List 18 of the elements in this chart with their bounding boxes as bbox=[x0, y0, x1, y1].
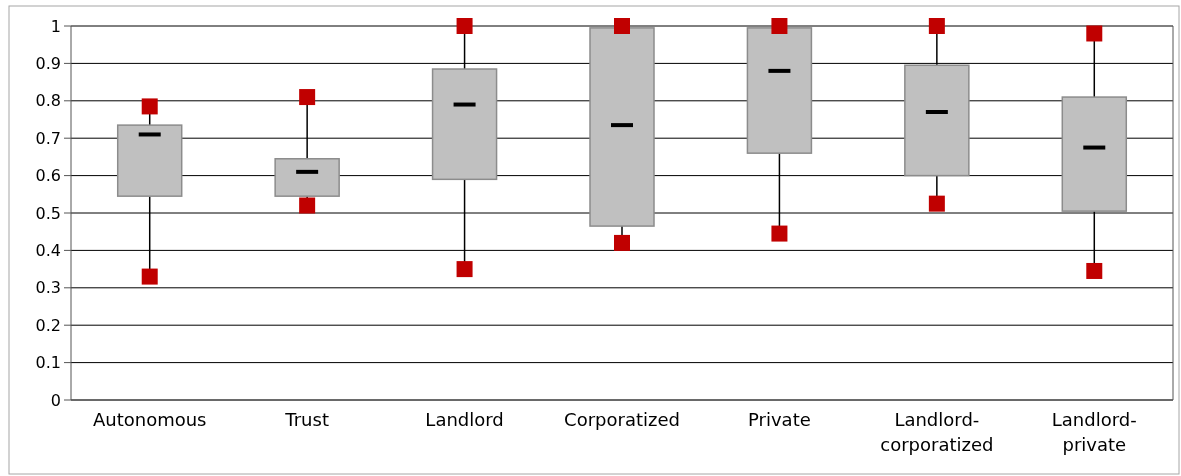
x-tick-label: Private bbox=[748, 409, 811, 430]
y-tick-label: 0.9 bbox=[35, 54, 61, 73]
y-tick-label: 1 bbox=[50, 16, 61, 36]
y-tick-label: 0.2 bbox=[35, 315, 61, 335]
x-tick-label: Landlord-private bbox=[1051, 409, 1137, 455]
x-tick-label: Trust bbox=[284, 409, 329, 430]
y-tick-label: 0.8 bbox=[35, 91, 61, 111]
x-tick-label: Autonomous bbox=[92, 409, 207, 430]
x-tick-label: Landlord bbox=[425, 409, 504, 430]
y-tick-label: 0.5 bbox=[35, 203, 61, 223]
y-tick-label: 0.7 bbox=[35, 128, 61, 148]
y-tick-label: 0.6 bbox=[35, 166, 61, 186]
y-tick-label: 0.3 bbox=[35, 278, 61, 298]
y-tick-label: 0 bbox=[50, 390, 61, 410]
y-tick-label: 0.1 bbox=[35, 353, 61, 373]
x-tick-label: Landlord-corporatized bbox=[880, 409, 994, 455]
y-tick-label: 0.4 bbox=[35, 241, 61, 260]
x-tick-label: Corporatized bbox=[564, 409, 680, 430]
